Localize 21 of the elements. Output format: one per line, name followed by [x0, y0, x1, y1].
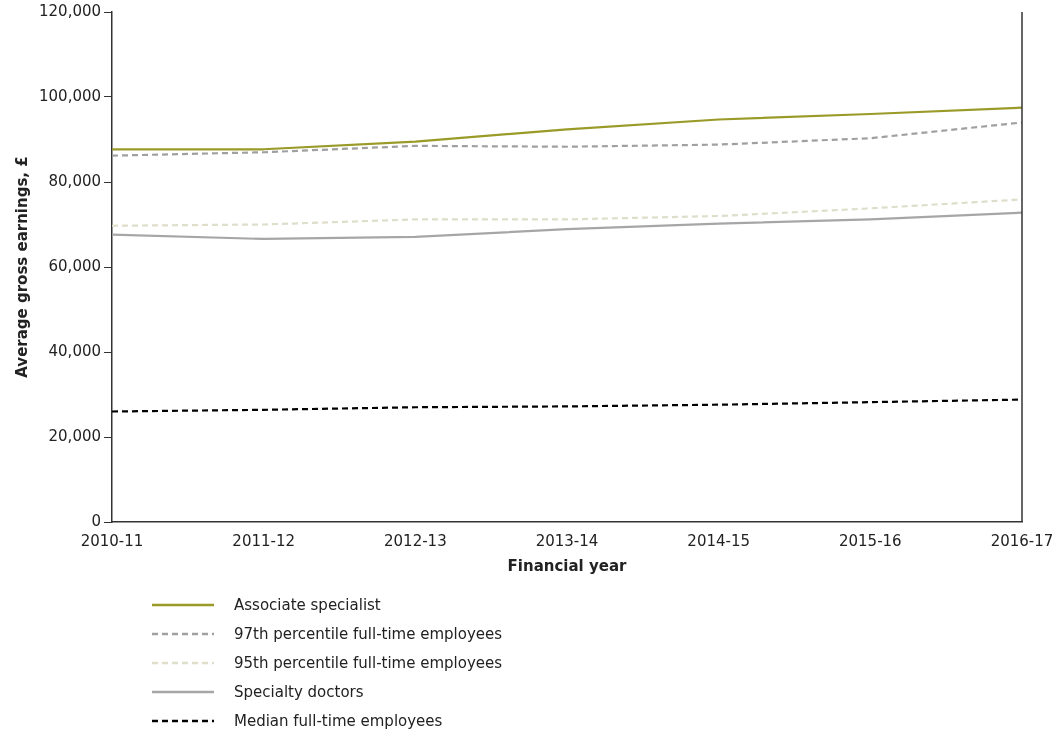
x-tick-label: 2013-14 — [535, 531, 599, 550]
legend-label: 95th percentile full-time employees — [234, 653, 503, 672]
x-tick-label: 2011-12 — [232, 531, 296, 550]
y-tick-label: 80,000 — [48, 171, 102, 190]
y-tick-label: 120,000 — [39, 1, 102, 20]
y-tick-label: 20,000 — [48, 426, 102, 445]
x-axis-title: Financial year — [507, 556, 628, 575]
legend-label: Median full-time employees — [234, 711, 443, 730]
y-tick-label: 40,000 — [48, 341, 102, 360]
legend-label: Specialty doctors — [234, 682, 364, 701]
legend-label: 97th percentile full-time employees — [234, 624, 503, 643]
y-tick-label: 60,000 — [48, 256, 102, 275]
y-tick-label: 100,000 — [39, 86, 102, 105]
x-tick-label: 2010-11 — [80, 531, 144, 550]
x-tick-label: 2015-16 — [838, 531, 902, 550]
x-tick-label: 2014-15 — [687, 531, 751, 550]
x-tick-label: 2012-13 — [384, 531, 447, 550]
y-axis-title: Average gross earnings, £ — [12, 156, 31, 378]
x-tick-label: 2016-17 — [990, 531, 1054, 550]
y-tick-label: 0 — [91, 511, 102, 530]
legend-label: Associate specialist — [234, 595, 381, 614]
